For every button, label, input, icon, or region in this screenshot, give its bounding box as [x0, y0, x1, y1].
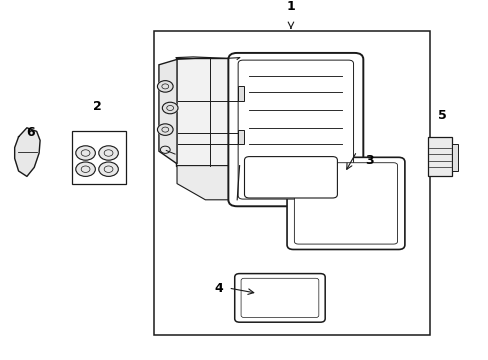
- Circle shape: [157, 124, 173, 135]
- Text: 3: 3: [364, 154, 373, 167]
- Polygon shape: [159, 59, 177, 164]
- Circle shape: [157, 81, 173, 92]
- Bar: [72, 131, 126, 184]
- FancyBboxPatch shape: [244, 157, 337, 198]
- Polygon shape: [15, 128, 40, 176]
- FancyBboxPatch shape: [234, 274, 325, 322]
- Text: 2: 2: [93, 100, 102, 113]
- Bar: [154, 31, 429, 335]
- Circle shape: [99, 162, 118, 176]
- FancyBboxPatch shape: [241, 278, 318, 318]
- Bar: [427, 137, 451, 176]
- Text: 5: 5: [437, 109, 446, 122]
- FancyBboxPatch shape: [228, 53, 363, 206]
- Circle shape: [162, 102, 178, 114]
- FancyBboxPatch shape: [294, 163, 397, 244]
- Circle shape: [76, 146, 95, 160]
- FancyBboxPatch shape: [238, 60, 353, 199]
- Polygon shape: [238, 130, 244, 144]
- Polygon shape: [177, 166, 239, 200]
- Text: 6: 6: [26, 126, 35, 139]
- Circle shape: [99, 146, 118, 160]
- Polygon shape: [238, 86, 244, 101]
- Text: 4: 4: [214, 282, 223, 294]
- Text: 1: 1: [286, 0, 295, 13]
- FancyBboxPatch shape: [286, 157, 404, 249]
- Polygon shape: [176, 58, 239, 166]
- Bar: [451, 144, 457, 171]
- Circle shape: [76, 162, 95, 176]
